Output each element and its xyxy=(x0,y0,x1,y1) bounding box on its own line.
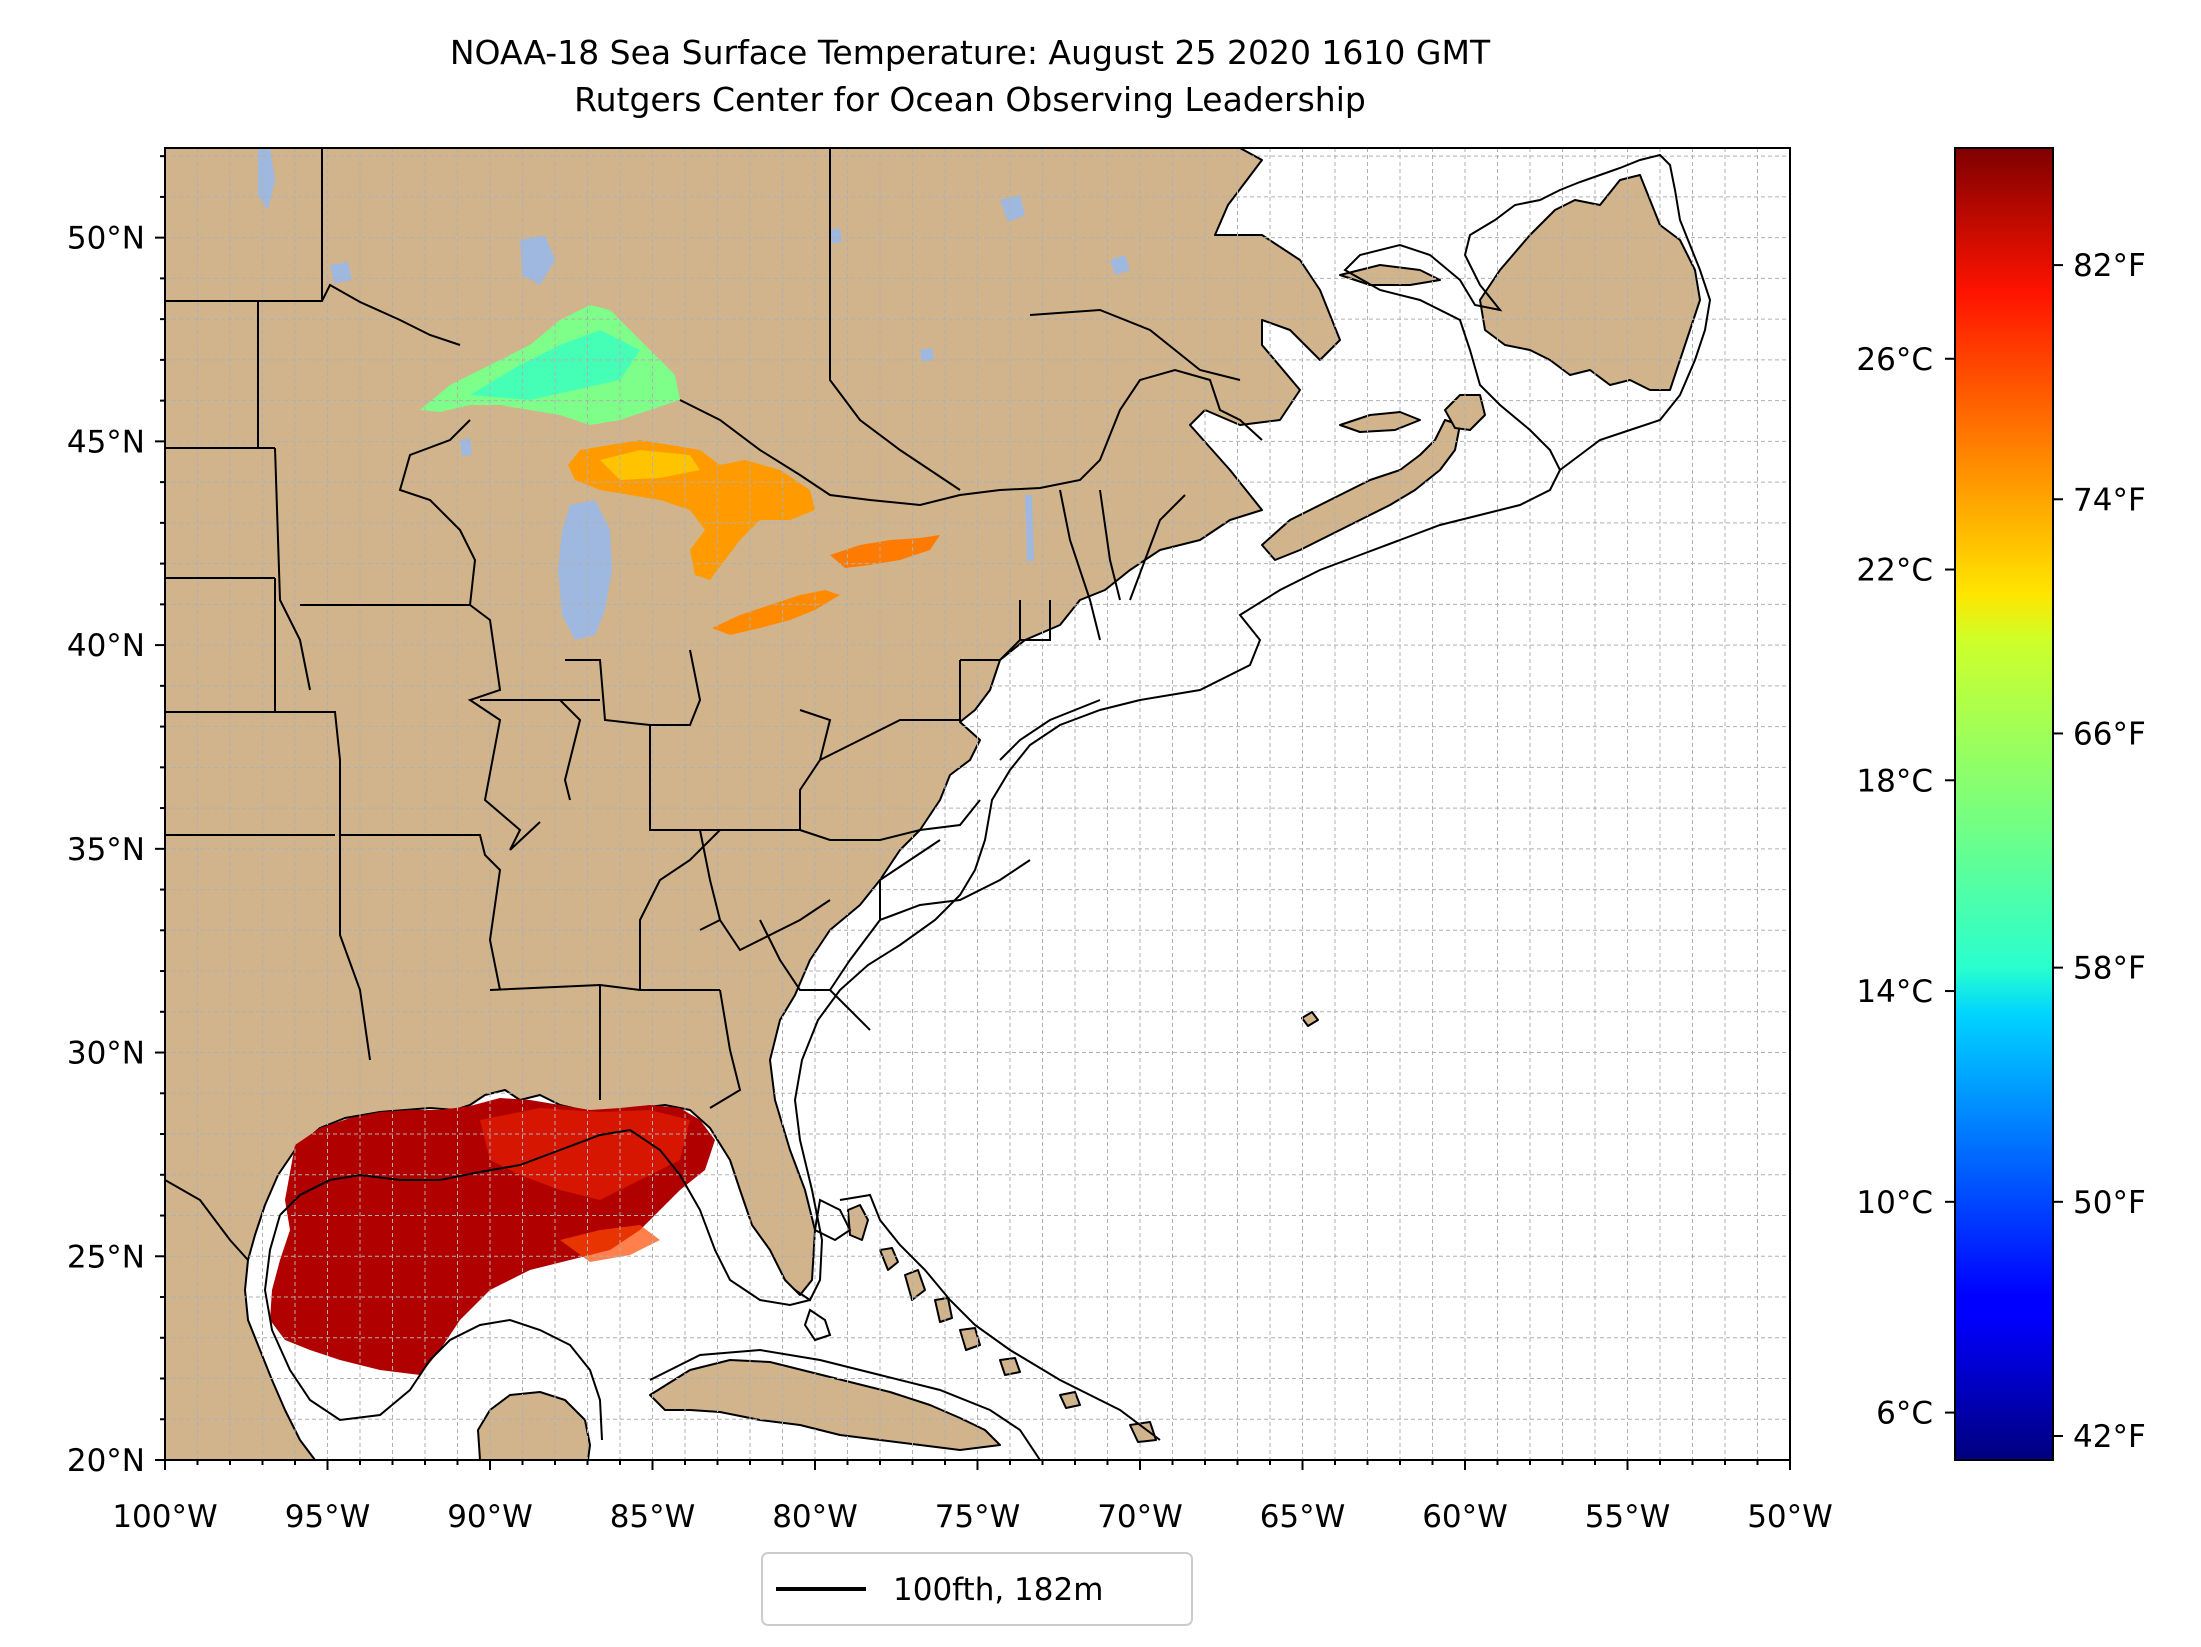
isobath-gulf xyxy=(279,1128,811,1307)
chart-subtitle: Rutgers Center for Ocean Observing Leade… xyxy=(574,80,1366,119)
colorbar-celsius-label: 14°C xyxy=(1856,974,1933,1010)
y-tick-label: 35°N xyxy=(67,832,145,868)
x-tick-label: 65°W xyxy=(1260,1499,1346,1535)
isobath-cuba-north xyxy=(649,1348,1041,1460)
sst-gulf-orange xyxy=(560,1225,660,1262)
colorbar-celsius-ticks: 6°C 10°C 14°C 18°C 22°C 26°C xyxy=(1856,342,1955,1432)
yucatan-land xyxy=(477,1391,591,1460)
lake-nipigon xyxy=(520,235,555,285)
cape-breton-land xyxy=(1444,394,1486,431)
lake-michigan xyxy=(558,500,612,640)
x-tick-label: 50°W xyxy=(1747,1499,1833,1535)
bermuda-land xyxy=(1301,1011,1319,1027)
legend-box xyxy=(761,1552,1193,1626)
y-tick-label: 50°N xyxy=(67,221,145,257)
x-tick-label: 55°W xyxy=(1585,1499,1671,1535)
lakes-layer xyxy=(258,148,1130,640)
isobath-100fth xyxy=(263,153,1712,1460)
north-america-land xyxy=(165,148,1341,1460)
colorbar-celsius-label: 26°C xyxy=(1856,342,1933,378)
colorbar-fahrenheit-label: 66°F xyxy=(2073,716,2146,752)
colorbar-fahrenheit-label: 58°F xyxy=(2073,951,2146,987)
legend: 100fth, 182m xyxy=(761,1552,1193,1626)
chart-title: NOAA-18 Sea Surface Temperature: August … xyxy=(450,33,1491,72)
canada-province-lines xyxy=(321,148,1241,491)
political-borders xyxy=(165,148,1263,1261)
legend-label: 100fth, 182m xyxy=(893,1572,1103,1608)
isobath-gulf-west xyxy=(263,1214,603,1441)
x-axis: 100°W 95°W 90°W 85°W 80°W 75°W 70°W 65°W 60°W 55°… xyxy=(112,1460,1833,1535)
x-tick-label: 100°W xyxy=(112,1499,217,1535)
y-tick-label: 40°N xyxy=(67,628,145,664)
sst-lake-erie xyxy=(712,590,840,635)
map-panel xyxy=(165,148,1790,1460)
y-tick-label: 20°N xyxy=(67,1443,145,1479)
colorbar-celsius-label: 18°C xyxy=(1856,763,1933,799)
y-axis: 20°N 25°N 30°N 35°N 40°N 45°N 50°N xyxy=(67,155,165,1479)
x-tick-label: 80°W xyxy=(772,1499,858,1535)
bahamas-land xyxy=(847,1204,1157,1443)
newfoundland-land xyxy=(1479,174,1701,391)
colorbar-celsius-label: 10°C xyxy=(1856,1185,1933,1221)
graticule xyxy=(165,148,1790,1460)
sst-lake-huron-yellow xyxy=(600,450,700,480)
y-tick-label: 30°N xyxy=(67,1036,145,1072)
colorbar-gradient xyxy=(1954,147,2054,1461)
x-tick-label: 90°W xyxy=(447,1499,533,1535)
x-tick-label: 60°W xyxy=(1422,1499,1508,1535)
mexico-border xyxy=(165,1179,249,1261)
colorbar-celsius-label: 6°C xyxy=(1876,1396,1933,1432)
y-tick-label: 45°N xyxy=(67,424,145,460)
colorbar-fahrenheit-label: 50°F xyxy=(2073,1185,2146,1221)
colorbar-fahrenheit-label: 42°F xyxy=(2073,1419,2146,1455)
nova-scotia-land xyxy=(1261,419,1461,561)
colorbar-fahrenheit-ticks: 42°F 50°F 58°F 66°F 74°F 82°F xyxy=(2053,248,2146,1455)
us-state-lines xyxy=(165,301,1186,1109)
isobath-atlantic-shelf xyxy=(793,153,1712,1302)
sst-gulf-bright xyxy=(480,1108,690,1200)
colorbar-celsius-label: 22°C xyxy=(1856,553,1933,589)
x-tick-label: 70°W xyxy=(1097,1499,1183,1535)
x-tick-label: 75°W xyxy=(935,1499,1021,1535)
sst-data-layer xyxy=(270,305,940,1375)
cuba-land xyxy=(649,1359,1001,1451)
colorbar-fahrenheit-label: 82°F xyxy=(2073,248,2146,284)
isobath-bahamas xyxy=(803,1193,1161,1441)
y-tick-label: 25°N xyxy=(67,1239,145,1275)
x-tick-label: 95°W xyxy=(285,1499,371,1535)
lake-champlain xyxy=(1025,495,1034,562)
x-tick-label: 85°W xyxy=(610,1499,696,1535)
lake-st-john xyxy=(1000,195,1025,222)
land-layer xyxy=(165,148,1701,1460)
colorbar-fahrenheit-label: 74°F xyxy=(2073,482,2146,518)
colorbar: 6°C 10°C 14°C 18°C 22°C 26°C 42°F 50°F 58°F 66°F… xyxy=(1856,147,2146,1461)
